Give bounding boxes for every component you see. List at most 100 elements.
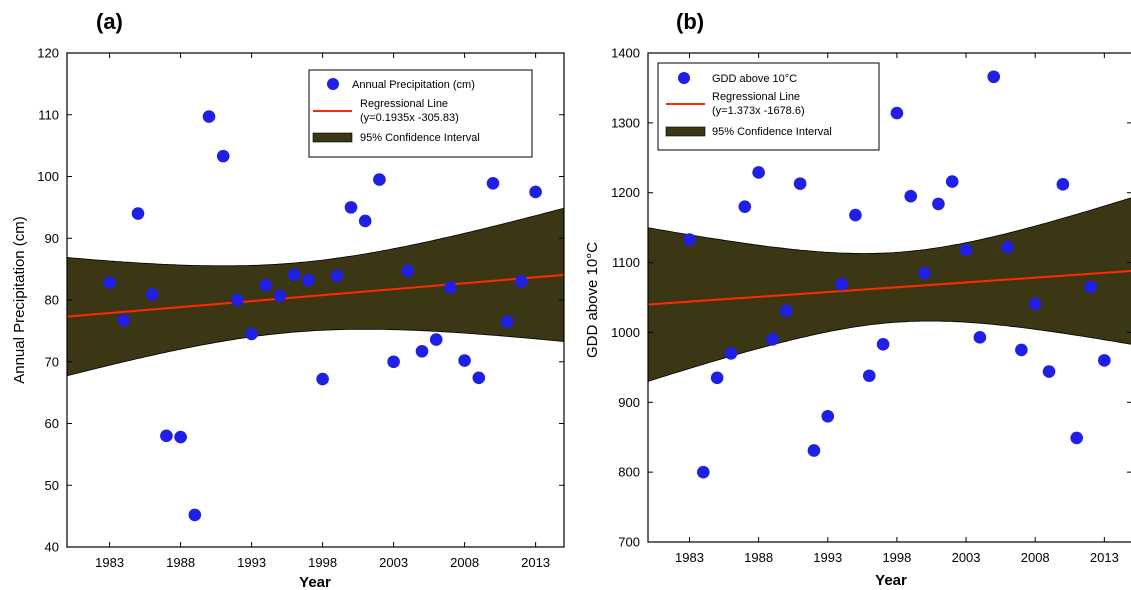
panel-b-y-tick-label: 1200 [611,185,640,200]
panel-b-data-point [793,177,807,190]
panel-b-y-tick-label: 1400 [611,46,640,61]
panel-b-data-point [835,277,848,291]
panel-b-data-point [1015,343,1028,357]
panel-a-data-point [373,173,386,186]
panel-a-data-point [500,315,514,328]
panel-a-x-tick-label: 1983 [95,555,124,570]
panel-a-data-point [429,333,443,346]
panel-b-y-tick-label: 800 [618,465,640,480]
panel-b-data-point [1098,354,1111,367]
panel-b-data-point [932,197,945,211]
panel-a-y-tick-label: 50 [45,478,59,493]
panel-b-data-point [876,338,890,351]
panel-b-data-point [821,409,835,423]
panel-a-x-tick-label: 2003 [379,555,408,570]
panel-b-x-tick-label: 1988 [744,550,773,565]
panel-b-data-point [724,347,738,360]
panel-a-data-point [387,355,400,369]
panel-a-x-tick-label: 2013 [521,555,550,570]
panel-a-y-tick-label: 70 [45,354,59,369]
panel-b: (b) 700 800 900 1000 1100 1200 1300 1400 1983 19… [584,9,1131,589]
panel-a-legend-band-label: 95% Confidence Interval [360,132,480,144]
panel-b-legend-line-label: Regressional Line [712,91,800,103]
panel-b-data-point [862,369,876,383]
panel-a-y-tick-label: 40 [45,540,59,555]
panel-a-data-point [245,327,258,341]
panel-a-data-point [302,273,315,287]
panel-a-data-point [415,344,429,358]
panel-a-x-tick-label: 1998 [308,555,337,570]
panel-b-data-point [1042,365,1056,378]
panel-b-x-tick-label: 2008 [1021,550,1050,565]
panel-b-y-tick-label: 1100 [612,255,640,270]
panel-b-x-axis-title: Year [875,572,907,589]
panel-b-x-tick-label: 2003 [952,550,981,565]
panel-a-y-tick-label: 90 [45,231,59,246]
panel-a-data-point [259,278,273,292]
panel-a-legend-point-marker [327,78,339,90]
panel-a-x-tick-label: 1993 [237,555,266,570]
panel-a-legend-box [308,69,533,158]
panel-b-data-point [738,200,752,213]
panel-b-legend-points-label: GDD above 10°C [712,73,797,85]
panel-b-data-point [987,70,1001,84]
panel-a: (a) 40 50 60 70 80 90 100 110 120 1983 1988 1993 19… [11,9,565,590]
panel-a-data-point [231,293,244,307]
panel-b-x-tick-label: 1998 [882,550,911,565]
panel-b-legend-point-marker [678,72,690,84]
panel-b-data-point [973,331,987,344]
panel-b-y-tick-label: 900 [618,395,640,410]
panel-a-data-point [458,354,471,367]
panel-b-y-tick-label: 1300 [611,115,640,130]
panel-b-data-point [918,266,931,280]
panel-a-data-point [103,276,116,290]
panel-a-data-point [202,110,216,123]
panel-b-data-point [697,465,710,479]
panel-b-data-point [752,166,765,179]
panel-b-data-point [1028,297,1042,311]
panel-a-data-point [529,185,542,199]
panel-a-data-point [287,268,301,281]
panel-b-data-point [959,243,973,257]
panel-b-confidence-band [647,197,1131,382]
panel-b-data-point [849,208,862,222]
panel-a-data-point [131,207,145,220]
panel-a-y-tick-label: 80 [45,293,59,308]
panel-b-y-tick-label: 700 [618,535,640,550]
panel-a-label: (a) [96,9,123,34]
panel-a-y-tick-label: 110 [38,107,59,122]
panel-a-data-point [174,430,187,444]
panel-a-data-point [358,214,372,228]
panel-a-data-point [330,269,344,283]
panel-b-data-point [1084,280,1097,294]
panel-a-data-point [472,371,486,385]
panel-a-x-axis-title: Year [299,574,331,590]
panel-a-y-tick-label: 60 [45,416,59,431]
panel-b-y-axis-title: GDD above 10°C [584,242,601,358]
panel-b-data-point [890,106,904,120]
panel-b-plot-frame [647,52,1131,543]
panel-b-label: (b) [676,9,704,34]
panel-a-data-point [117,314,131,327]
panel-b-data-point [1056,178,1070,191]
panel-a-data-point [344,201,358,214]
panel-a-confidence-band [66,207,565,377]
panel-b-data-point [807,444,821,457]
panel-b-data-point [904,189,918,203]
panel-a-legend: Annual Precipitation (cm) Regressional L… [308,69,533,158]
panel-b-legend: GDD above 10°C Regressional Line (y=1.37… [657,62,880,151]
panel-b-data-point [683,233,696,246]
panel-a-regression-line [66,273,565,318]
panel-b-data-point [766,333,779,346]
panel-a-data-point [188,508,202,522]
panel-a-data-point [486,176,500,190]
panel-b-x-tick-label: 1993 [813,550,842,565]
panel-b-x-tick-label: 1983 [675,550,704,565]
panel-a-y-tick-label: 120 [37,46,59,61]
panel-b-data-point [710,371,724,385]
panel-a-data-point [160,429,173,443]
panel-b-data-point [945,175,959,188]
panel-a-legend-points-label: Annual Precipitation (cm) [352,79,475,91]
panel-a-data-point [145,288,159,301]
